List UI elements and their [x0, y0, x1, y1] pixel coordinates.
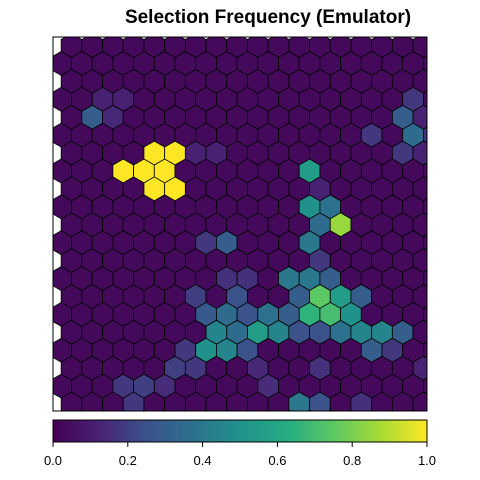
- hex-cell: [434, 105, 455, 129]
- hex-cell-layer: [53, 34, 455, 416]
- hex-cell: [434, 356, 455, 380]
- hex-cell: [434, 34, 455, 58]
- colorbar-gradient: [53, 420, 427, 442]
- plot-panel-border: [52, 36, 428, 412]
- hex-cell: [422, 305, 427, 323]
- hex-cell: [422, 234, 427, 252]
- hex-cell: [434, 177, 455, 201]
- hex-cell: [434, 213, 455, 237]
- hex-cell: [422, 162, 427, 180]
- hex-cell: [422, 198, 427, 216]
- hex-cell: [434, 392, 455, 416]
- hex-cell: [434, 285, 455, 309]
- colorbar-tick-label: 0.8: [343, 453, 361, 468]
- colorbar: 0.0 0.2 0.4 0.6 0.8 1.0: [44, 419, 436, 468]
- colorbar-tick-label: 0.2: [119, 453, 137, 468]
- hex-cell: [412, 391, 427, 411]
- colorbar-tick-label: 0.4: [194, 453, 212, 468]
- colorbar-tick-label: 1.0: [418, 453, 436, 468]
- hex-cell: [434, 320, 455, 344]
- hex-cell: [422, 270, 427, 288]
- hex-cell: [434, 249, 455, 273]
- hex-cell: [422, 90, 427, 108]
- hex-cell: [422, 341, 427, 359]
- hex-cell: [434, 69, 455, 93]
- hex-cell: [434, 141, 455, 165]
- hex-cell: [422, 377, 427, 395]
- hex-cell: [422, 54, 427, 72]
- colorbar-tick-label: 0.0: [44, 453, 62, 468]
- colorbar-ticks: 0.0 0.2 0.4 0.6 0.8 1.0: [44, 442, 436, 468]
- colorbar-frame: [52, 419, 428, 443]
- hex-cell: [422, 126, 427, 144]
- chart-title: Selection Frequency (Emulator): [125, 7, 411, 28]
- colorbar-tick-label: 0.6: [268, 453, 286, 468]
